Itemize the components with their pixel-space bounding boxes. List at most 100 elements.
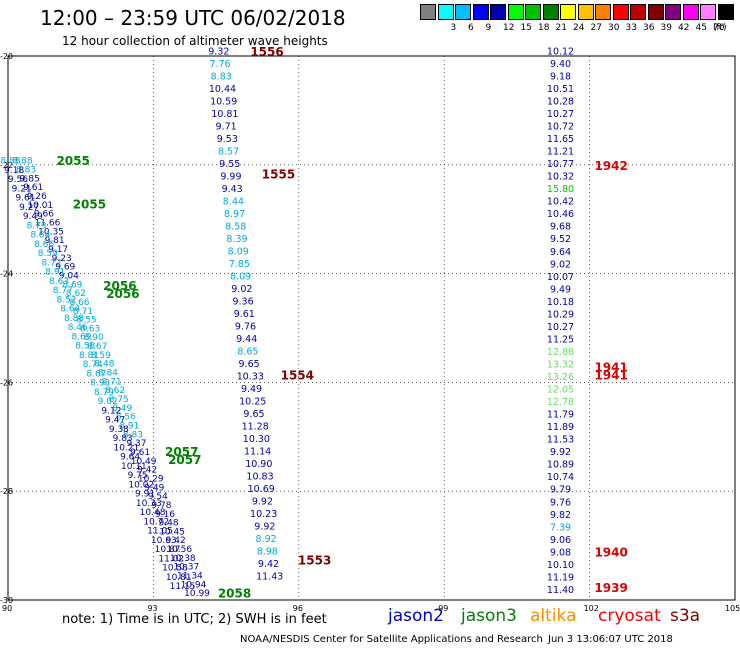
wave-height-value: 10.33 bbox=[136, 499, 162, 509]
wave-height-value: 10.30 bbox=[243, 434, 270, 445]
wave-height-value: 10.83 bbox=[246, 471, 273, 482]
wave-height-value: 11.25 bbox=[547, 334, 574, 345]
wave-height-value: 9.12 bbox=[101, 406, 121, 416]
wave-height-value: 11.28 bbox=[242, 421, 269, 432]
scale-label: 12 bbox=[503, 23, 515, 33]
satellite-label: cryosat bbox=[598, 606, 661, 626]
wave-height-value: 11.15 bbox=[170, 582, 196, 592]
wave-height-value: 10.10 bbox=[547, 560, 574, 571]
graticule bbox=[8, 56, 735, 600]
wave-height-value: 9.91 bbox=[135, 490, 155, 500]
wave-height-value: 10.28 bbox=[547, 96, 574, 107]
wave-height-value: 9.08 bbox=[550, 547, 571, 558]
scale-swatch bbox=[682, 4, 699, 20]
wave-height-value: 9.61 bbox=[234, 309, 255, 320]
lon-tick-label: 99 bbox=[438, 604, 448, 613]
wave-height-value: 10.51 bbox=[547, 84, 574, 95]
wave-height-value: 8.88 bbox=[0, 157, 20, 167]
scale-label: 70 bbox=[713, 23, 725, 33]
wave-height-value: 7.85 bbox=[229, 259, 250, 270]
scale-swatch bbox=[472, 4, 489, 20]
scale-swatch bbox=[612, 4, 629, 20]
wave-height-value: 9.99 bbox=[220, 171, 241, 182]
wave-height-value: 8.66 bbox=[34, 240, 54, 250]
wave-height-value: 9.40 bbox=[550, 59, 571, 70]
pass-time-label: 1553 bbox=[298, 554, 331, 568]
wave-height-value: 8.48 bbox=[94, 360, 114, 370]
scale-swatch bbox=[577, 4, 594, 20]
pass-time-label: 2055 bbox=[56, 154, 89, 168]
wave-height-value: 8.69 bbox=[71, 332, 91, 342]
wave-height-value: 9.26 bbox=[27, 192, 47, 202]
wave-height-value: 8.46 bbox=[68, 323, 88, 333]
footer-note: note: 1) Time is in UTC; 2) SWH is in fe… bbox=[62, 612, 327, 627]
altimeter-tracks: 10.129.409.1810.5110.2810.2710.7211.6511… bbox=[0, 45, 627, 600]
wave-height-value: 10.11 bbox=[121, 462, 147, 472]
wave-height-value: 10.18 bbox=[547, 297, 574, 308]
pass-time-label: 1939 bbox=[594, 581, 627, 595]
wave-height-value: 11.65 bbox=[547, 134, 574, 145]
wave-height-value: 9.02 bbox=[98, 397, 118, 407]
wave-height-value: 10.46 bbox=[547, 209, 574, 220]
lat-tick-label: -30 bbox=[0, 596, 13, 605]
scale-swatch bbox=[490, 4, 506, 20]
map-frame bbox=[7, 55, 736, 601]
wave-height-value: 8.88 bbox=[64, 314, 84, 324]
scale-swatch bbox=[647, 4, 664, 20]
lat-tick-label: -24 bbox=[0, 270, 13, 279]
pass-time-label: 2057 bbox=[168, 453, 201, 467]
wave-height-value: 9.27 bbox=[19, 203, 39, 213]
wave-height-value: 8.90 bbox=[84, 333, 104, 343]
scale-swatch bbox=[560, 4, 576, 20]
wave-height-value: 10.27 bbox=[547, 109, 574, 120]
satellite-label: jason2 bbox=[388, 606, 444, 626]
scale-swatch bbox=[507, 4, 524, 20]
wave-height-value: 8.91 bbox=[119, 421, 139, 431]
scale-label: 21 bbox=[555, 23, 567, 33]
map-subtitle: 12 hour collection of altimeter wave hei… bbox=[62, 34, 328, 48]
wave-height-value: 10.56 bbox=[166, 545, 192, 555]
pass-time-label: 1554 bbox=[281, 369, 314, 383]
wave-height-value: 9.92 bbox=[254, 521, 275, 532]
wave-height-value: 9.81 bbox=[45, 236, 65, 246]
wave-height-value: 8.88 bbox=[13, 157, 33, 167]
wave-height-value: 9.52 bbox=[550, 234, 571, 245]
wave-height-value: 8.79 bbox=[94, 388, 114, 398]
wave-height-value: 8.98 bbox=[257, 546, 278, 557]
wave-height-value: 8.71 bbox=[73, 307, 93, 317]
scale-label: 3 bbox=[450, 23, 457, 33]
wave-height-value: 8.59 bbox=[91, 351, 111, 361]
wave-height-value: 8.56 bbox=[116, 413, 136, 423]
wave-height-value: 8.09 bbox=[228, 246, 249, 257]
wave-height-value: 9.18 bbox=[550, 71, 571, 82]
wave-height-value: 9.71 bbox=[216, 121, 237, 132]
wave-height-value: 9.49 bbox=[23, 212, 43, 222]
wave-height-value: 9.06 bbox=[550, 535, 571, 546]
wave-height-value: 8.73 bbox=[27, 221, 47, 231]
wave-height-value: 9.44 bbox=[236, 334, 257, 345]
wave-height-value: 11.19 bbox=[547, 572, 574, 583]
scale-label: 18 bbox=[538, 23, 550, 33]
satellite-label: s3a bbox=[670, 606, 701, 626]
wave-height-value: 8.44 bbox=[223, 196, 244, 207]
wave-height-value: 10.58 bbox=[162, 564, 188, 574]
wave-height-value: 8.62 bbox=[105, 386, 125, 396]
wave-height-value: 9.42 bbox=[137, 466, 157, 476]
wave-height-value: 9.49 bbox=[550, 284, 571, 295]
wave-height-value: 9.02 bbox=[550, 259, 571, 270]
wave-height-value: 11.40 bbox=[547, 585, 574, 596]
wave-height-value: 9.76 bbox=[550, 497, 571, 508]
wave-height-value: 9.75 bbox=[128, 471, 148, 481]
wave-height-value: 10.74 bbox=[547, 472, 574, 483]
wave-height-value: 9.92 bbox=[550, 447, 571, 458]
wave-height-value: 11.66 bbox=[35, 218, 61, 228]
scale-swatch bbox=[630, 4, 646, 20]
wave-height-value: 8.62 bbox=[66, 289, 86, 299]
wave-height-value: 9.32 bbox=[208, 46, 229, 57]
wave-height-value: 11.21 bbox=[547, 147, 574, 158]
scale-label: 9 bbox=[485, 23, 492, 33]
wave-height-value: 9.92 bbox=[252, 496, 273, 507]
scale-label: 45 bbox=[695, 23, 707, 33]
wave-height-value: 9.02 bbox=[231, 284, 252, 295]
scale-swatch bbox=[542, 4, 559, 20]
